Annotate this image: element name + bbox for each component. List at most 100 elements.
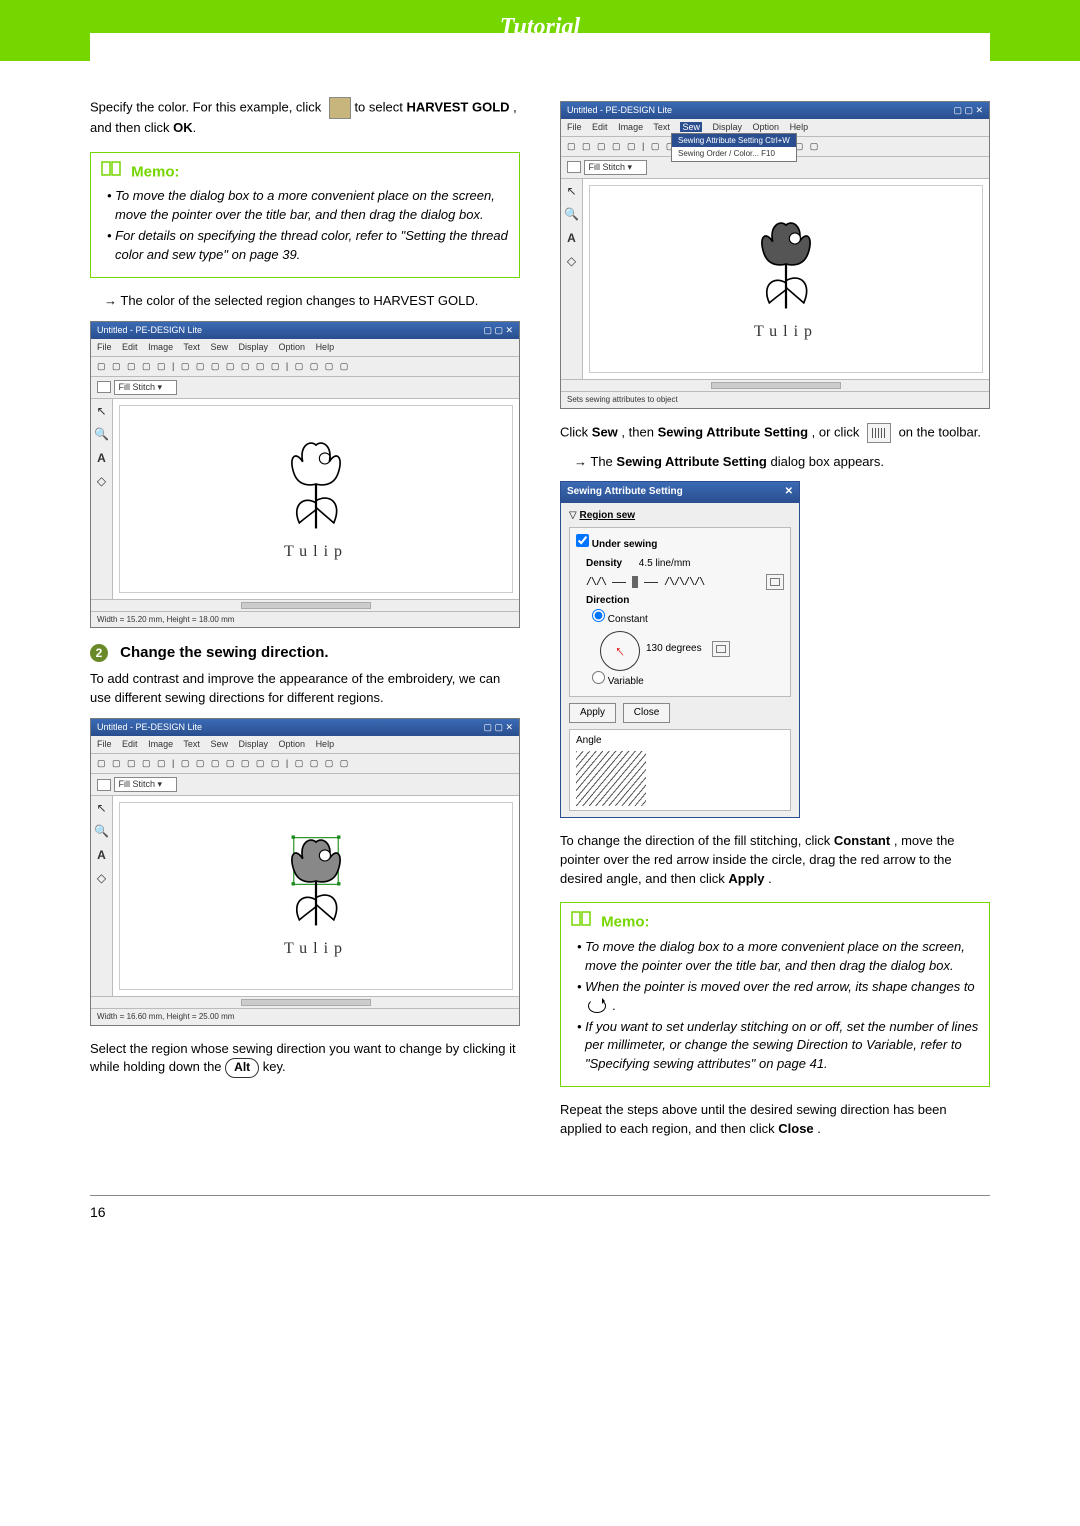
density-preview-button[interactable] [766,574,784,590]
menu-item[interactable]: Display [712,122,742,132]
period: . [193,120,197,135]
menu-item[interactable]: Help [316,342,335,352]
window-controls-icon: ▢ ▢ ✕ [483,721,513,734]
app-toolbar-2: Fill Stitch ▾ [91,774,519,796]
menu-dropdown-item[interactable]: Sewing Attribute Setting Ctrl+W [672,134,796,148]
text-tool-icon[interactable]: A [97,847,106,864]
app-toolbar-2: Fill Stitch ▾ [91,377,519,399]
preview-hatch-icon [576,751,646,806]
fill-label: Fill Stitch [119,779,156,789]
zoom-tool-icon[interactable]: 🔍 [94,426,109,443]
pointer-tool-icon[interactable]: ↖ [566,183,576,200]
direction-preview-button[interactable] [712,641,730,657]
constant-radio[interactable] [592,609,605,622]
harvest-gold-label: HARVEST GOLD [406,99,509,114]
memo-book-icon [571,911,591,934]
intro-text: Specify the color. For this example, cli… [90,99,325,114]
zoom-tool-icon[interactable]: 🔍 [94,823,109,840]
close-button[interactable]: Close [623,703,671,724]
memo-item: To move the dialog box to a more conveni… [577,938,979,976]
close-icon[interactable]: ✕ [785,485,793,500]
menu-item[interactable]: Option [753,122,780,132]
tulip-text: Tulip [726,320,846,343]
fill-stitch-select[interactable]: Fill Stitch ▾ [114,777,178,792]
scrollbar[interactable] [91,996,519,1008]
pointer-tool-icon[interactable]: ↖ [96,800,106,817]
app-titlebar: Untitled - PE-DESIGN Lite ▢ ▢ ✕ [91,719,519,736]
region-sew-section: Under sewing Density 4.5 line/mm /\/\ /\… [569,527,791,697]
pe-design-window-3: Untitled - PE-DESIGN Lite ▢ ▢ ✕ File Edi… [560,101,990,409]
menu-item[interactable]: Edit [592,122,608,132]
constant-row: Constant [592,609,784,628]
tool-sidebar: ↖ 🔍 A ◇ [91,796,113,996]
menu-item[interactable]: Edit [122,342,138,352]
text-tool-icon[interactable]: A [567,230,576,247]
menu-item[interactable]: Text [183,739,200,749]
fill-label: Fill Stitch [589,162,626,172]
density-slider[interactable]: /\/\ /\/\/\/\ [586,574,784,590]
text: on the toolbar. [899,424,981,439]
tulip-svg-icon [726,214,846,314]
page-footer: 16 [90,1195,990,1223]
tulip-svg-icon [256,831,376,931]
app-canvas[interactable]: Tulip [589,185,983,373]
under-sewing-checkbox[interactable] [576,534,589,547]
app-body: ↖ 🔍 A ◇ [91,399,519,599]
density-value: 4.5 line/mm [639,558,691,569]
menu-item[interactable]: File [97,342,112,352]
app-title: Untitled - PE-DESIGN Lite [97,721,202,734]
menu-dropdown-item[interactable]: Sewing Order / Color... F10 [672,147,796,161]
menu-item[interactable]: Sew [210,342,228,352]
scrollbar[interactable] [91,599,519,611]
menu-item[interactable]: Image [148,342,173,352]
memo-item: To move the dialog box to a more conveni… [107,187,509,225]
text-tool-icon[interactable]: A [97,450,106,467]
scrollbar[interactable] [561,379,989,391]
shape-tool-icon[interactable]: ◇ [97,870,106,887]
zoom-tool-icon[interactable]: 🔍 [564,206,579,223]
menu-item[interactable]: Sew [210,739,228,749]
menu-item[interactable]: File [567,122,582,132]
menu-item[interactable]: Text [653,122,670,132]
menu-item[interactable]: Image [618,122,643,132]
density-label: Density [586,558,622,569]
memo-title: Memo: [101,161,509,184]
ok-label: OK [173,120,193,135]
app-toolbar: ▢ ▢ ▢ ▢ ▢ | ▢ ▢ ▢ ▢ ▢ ▢ ▢ | ▢ ▢ ▢ ▢ [91,754,519,774]
menu-item[interactable]: File [97,739,112,749]
density-dense-icon: /\/\/\/\ [664,575,704,590]
shape-tool-icon[interactable]: ◇ [567,253,576,270]
fill-stitch-select[interactable]: Fill Stitch ▾ [584,160,648,175]
menu-item[interactable]: Text [183,342,200,352]
menu-item[interactable]: Display [238,342,268,352]
header-title: Tutorial [500,14,580,40]
select-text-before: Select the region whose sewing direction… [90,1041,516,1075]
pointer-tool-icon[interactable]: ↖ [96,403,106,420]
menu-item[interactable]: Help [790,122,809,132]
menu-item[interactable]: Option [279,342,306,352]
text: When the pointer is moved over the red a… [585,979,975,994]
shape-tool-icon[interactable]: ◇ [97,473,106,490]
menu-item[interactable]: Image [148,739,173,749]
direction-dial[interactable]: ↑ [600,631,640,671]
memo-item: When the pointer is moved over the red a… [577,978,979,1016]
menu-item[interactable]: Help [316,739,335,749]
fill-stitch-select[interactable]: Fill Stitch ▾ [114,380,178,395]
app-canvas[interactable]: Tulip [119,405,513,593]
app-canvas[interactable]: Tulip [119,802,513,990]
change-direction-paragraph: To change the direction of the fill stit… [560,832,990,889]
result-arrow-1: The color of the selected region changes… [104,292,520,311]
app-title: Untitled - PE-DESIGN Lite [567,104,672,117]
sewing-attribute-toolbar-icon [867,423,891,443]
apply-button[interactable]: Apply [569,703,616,724]
text: Click [560,424,592,439]
degrees-value: 130 degrees [646,642,702,657]
memo-book-icon [101,161,121,184]
menu-item[interactable]: Sew [680,122,702,132]
menu-item[interactable]: Display [238,739,268,749]
menu-item[interactable]: Option [279,739,306,749]
tulip-svg-icon [256,434,376,534]
menu-item[interactable]: Edit [122,739,138,749]
dialog-title: Sewing Attribute Setting [567,485,683,500]
variable-radio[interactable] [592,671,605,684]
